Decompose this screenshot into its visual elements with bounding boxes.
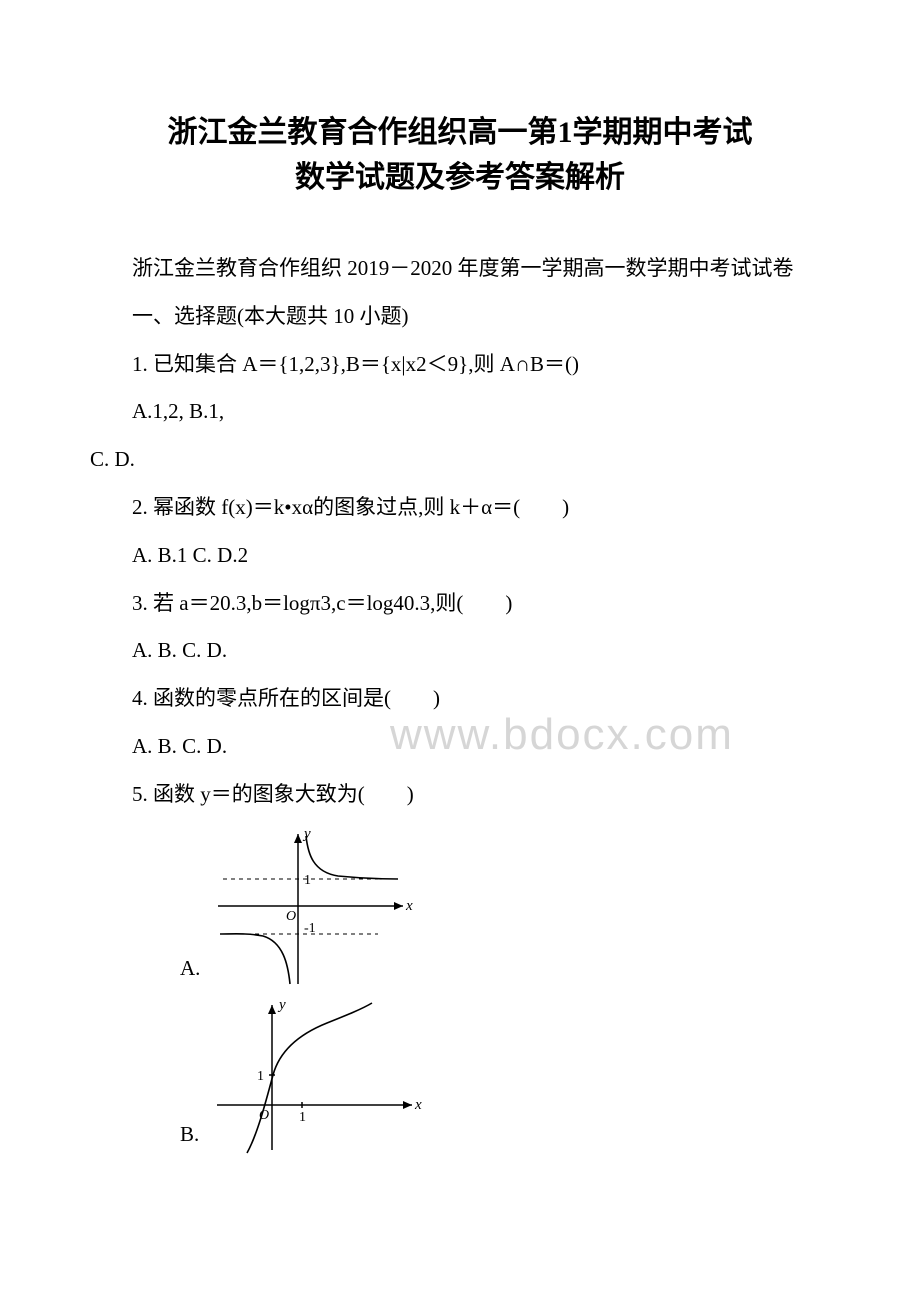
graph-b-x-label: x bbox=[414, 1097, 422, 1113]
graph-a-y-label: y bbox=[302, 826, 311, 842]
question-3: 3. 若 a＝20.3,b＝logπ3,c＝log40.3,则( ) bbox=[90, 585, 830, 623]
title-line-1: 浙江金兰教育合作组织高一第1学期期中考试 bbox=[90, 110, 830, 155]
section-heading: 一、选择题(本大题共 10 小题) bbox=[90, 298, 830, 336]
option-b-label: B. bbox=[180, 1122, 199, 1155]
question-2: 2. 幂函数 f(x)＝k•xα的图象过点,则 k＋α＝( ) bbox=[90, 489, 830, 527]
graph-b: x y O 1 1 bbox=[207, 995, 427, 1155]
graph-a: x y O 1 -1 bbox=[208, 824, 418, 989]
graph-a-x-label: x bbox=[405, 898, 413, 914]
graph-b-y-label: y bbox=[277, 997, 286, 1013]
title-line-2: 数学试题及参考答案解析 bbox=[90, 155, 830, 200]
question-1-options-a: A.1,2, B.1, bbox=[90, 393, 830, 431]
option-a-row: A. x y O 1 -1 bbox=[180, 824, 830, 989]
intro-paragraph: 浙江金兰教育合作组织 2019－2020 年度第一学期高一数学期中考试试卷 bbox=[90, 250, 830, 288]
graph-a-tick-1: 1 bbox=[304, 873, 311, 888]
question-5: 5. 函数 y＝的图象大致为( ) bbox=[90, 776, 830, 814]
document-title: 浙江金兰教育合作组织高一第1学期期中考试 数学试题及参考答案解析 bbox=[90, 110, 830, 200]
question-1-options-b: C. D. bbox=[90, 441, 830, 479]
graph-a-origin: O bbox=[286, 909, 296, 924]
graph-b-tick-y1: 1 bbox=[257, 1069, 264, 1084]
question-4: 4. 函数的零点所在的区间是( ) bbox=[90, 680, 830, 718]
graph-a-tick-neg1: -1 bbox=[304, 921, 316, 936]
option-b-row: B. x y O 1 1 bbox=[180, 995, 830, 1155]
question-2-options: A. B.1 C. D.2 bbox=[90, 537, 830, 575]
graph-b-tick-x1: 1 bbox=[299, 1110, 306, 1125]
question-1: 1. 已知集合 A＝{1,2,3},B＝{x|x2＜9},则 A∩B＝() bbox=[90, 346, 830, 384]
option-a-label: A. bbox=[180, 956, 200, 989]
question-3-options: A. B. C. D. bbox=[90, 632, 830, 670]
question-4-options: A. B. C. D. bbox=[90, 728, 830, 766]
graph-b-origin: O bbox=[259, 1108, 269, 1123]
